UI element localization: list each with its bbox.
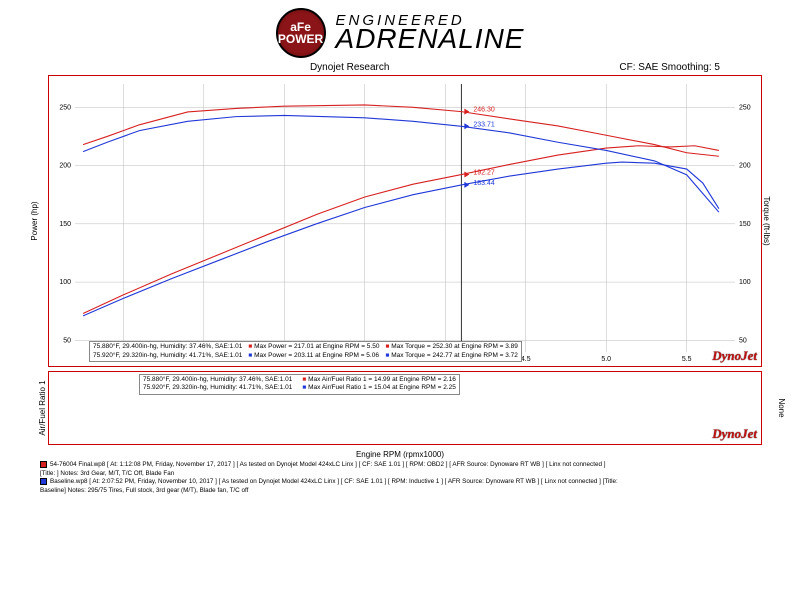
- company-label: Dynojet Research: [310, 62, 389, 73]
- dynojet-watermark-icon: DynoJet: [712, 426, 757, 442]
- chart-title-row: Dynojet Research CF: SAE Smoothing: 5: [0, 62, 800, 75]
- svg-text:250: 250: [739, 104, 751, 111]
- svg-text:50: 50: [739, 337, 747, 344]
- svg-text:233.71: 233.71: [473, 121, 495, 128]
- run1-marker-icon: [40, 461, 47, 468]
- run2-marker-icon: [40, 478, 47, 485]
- svg-text:5.5: 5.5: [682, 356, 692, 363]
- afr-y-right-label: None: [777, 398, 786, 417]
- y-axis-right-label: Torque (ft-lbs): [762, 196, 771, 245]
- svg-text:5.0: 5.0: [601, 356, 611, 363]
- svg-text:183.44: 183.44: [473, 180, 495, 187]
- afr-legend-box: 75.880°F, 29.400in-hg, Humidity: 37.46%,…: [139, 374, 460, 395]
- y-axis-left-label: Power (hp): [30, 201, 39, 240]
- main-chart-svg: 2.02.53.03.54.04.55.05.55050100100150150…: [49, 76, 761, 366]
- svg-text:200: 200: [739, 163, 751, 170]
- run-footer: 54-76004 Final.wp8 [ At: 1:12:08 PM, Fri…: [0, 459, 800, 495]
- x-axis-label: Engine RPM (rpmx1000): [0, 449, 800, 459]
- svg-text:100: 100: [59, 279, 71, 286]
- svg-text:150: 150: [59, 221, 71, 228]
- power-torque-chart: Power (hp) Torque (ft-lbs) 2.02.53.03.54…: [48, 75, 762, 367]
- afe-logo-icon: aFe POWER: [276, 8, 326, 58]
- afr-chart: Air/Fuel Ratio 1 None 75.880°F, 29.400in…: [48, 371, 762, 445]
- svg-text:246.30: 246.30: [473, 107, 495, 114]
- svg-text:150: 150: [739, 221, 751, 228]
- svg-text:192.27: 192.27: [473, 170, 495, 177]
- svg-text:50: 50: [63, 337, 71, 344]
- afr-y-left-label: Air/Fuel Ratio 1: [38, 380, 47, 435]
- brand-title: ENGINEERED ADRENALINE: [336, 15, 525, 52]
- brand-header: aFe POWER ENGINEERED ADRENALINE: [0, 0, 800, 62]
- svg-text:100: 100: [739, 279, 751, 286]
- svg-text:4.5: 4.5: [521, 356, 531, 363]
- smoothing-label: CF: SAE Smoothing: 5: [619, 62, 720, 73]
- svg-text:250: 250: [59, 104, 71, 111]
- main-legend-box: 75.880°F, 29.400in-hg, Humidity: 37.46%,…: [89, 341, 522, 362]
- dynojet-watermark-icon: DynoJet: [712, 348, 757, 364]
- svg-text:200: 200: [59, 163, 71, 170]
